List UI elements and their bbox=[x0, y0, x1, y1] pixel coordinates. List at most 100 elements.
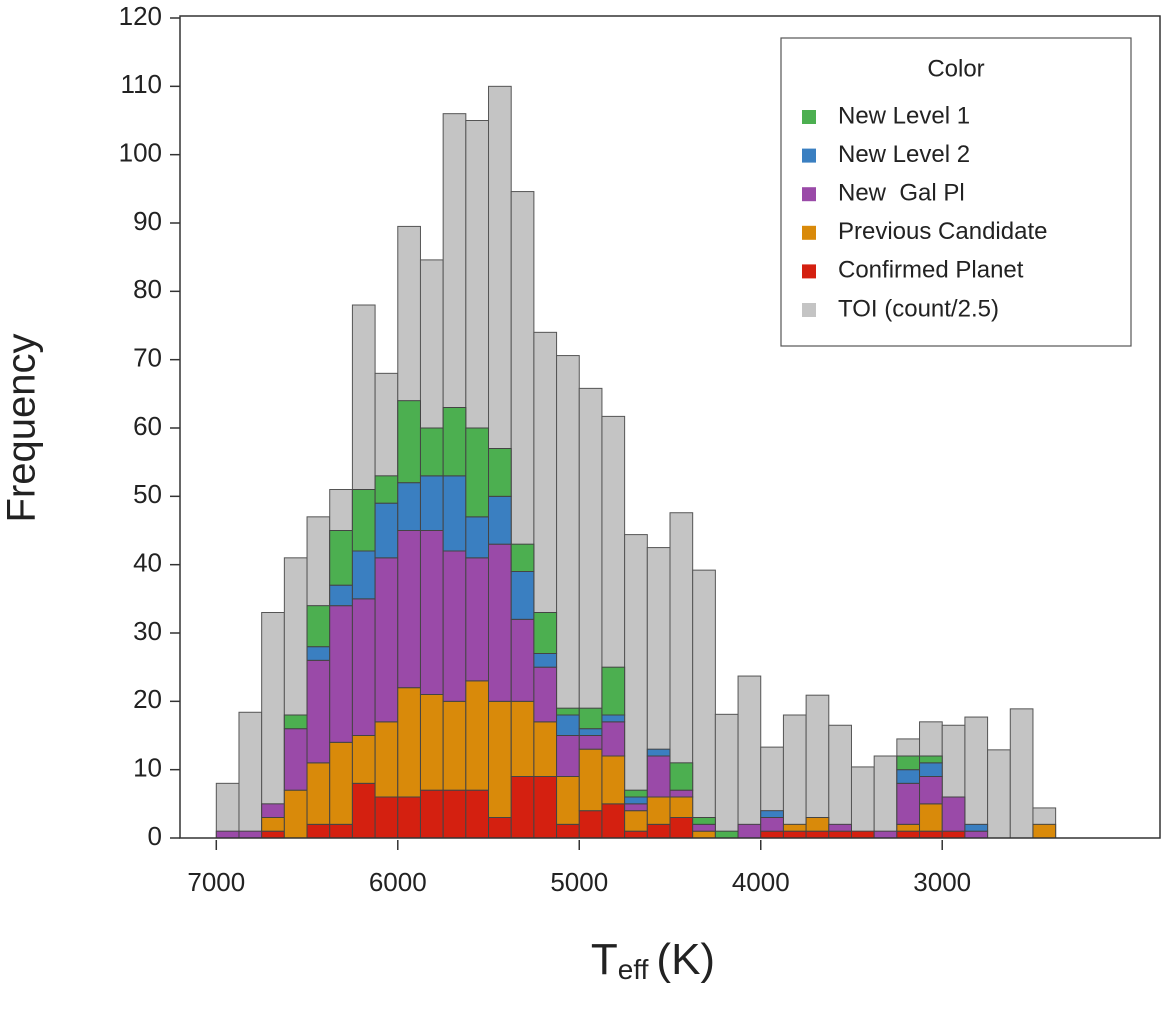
bar bbox=[419, 427, 444, 477]
bar bbox=[351, 598, 376, 736]
bar bbox=[964, 823, 989, 832]
bar bbox=[442, 407, 467, 477]
bar bbox=[374, 502, 399, 559]
bar bbox=[465, 516, 490, 559]
bar bbox=[329, 741, 353, 825]
bar bbox=[782, 823, 807, 832]
bar bbox=[896, 769, 921, 784]
bar bbox=[556, 735, 580, 777]
bar bbox=[1009, 708, 1034, 839]
bar bbox=[283, 789, 308, 839]
bar bbox=[397, 482, 421, 531]
bar bbox=[238, 711, 263, 839]
bar bbox=[306, 762, 331, 825]
legend-label: New Level 1 bbox=[838, 102, 970, 129]
bar bbox=[624, 803, 648, 812]
bar bbox=[714, 830, 739, 839]
bar bbox=[442, 550, 467, 702]
bar bbox=[419, 530, 444, 695]
bar bbox=[306, 823, 331, 839]
bar bbox=[510, 543, 535, 573]
bar bbox=[465, 680, 490, 791]
bar bbox=[465, 789, 490, 839]
bar bbox=[987, 749, 1011, 839]
bar bbox=[397, 796, 421, 839]
y-tick-label: 120 bbox=[119, 1, 162, 31]
bar bbox=[760, 830, 784, 839]
bar bbox=[397, 530, 421, 689]
bar bbox=[374, 475, 399, 504]
bar bbox=[873, 830, 898, 839]
bar bbox=[556, 707, 580, 716]
bar bbox=[488, 448, 512, 497]
y-tick-label: 20 bbox=[133, 684, 162, 714]
bar bbox=[419, 789, 444, 839]
bar bbox=[556, 714, 580, 736]
bar bbox=[601, 721, 626, 757]
bar bbox=[646, 796, 671, 825]
bar bbox=[533, 776, 558, 839]
x-label-unit: (K) bbox=[656, 935, 715, 984]
bar bbox=[919, 830, 943, 839]
bar bbox=[782, 714, 807, 839]
bar bbox=[374, 796, 399, 839]
bar bbox=[261, 817, 285, 832]
bar bbox=[488, 495, 512, 545]
y-tick-label: 10 bbox=[133, 753, 162, 783]
bar bbox=[782, 830, 807, 839]
bar bbox=[578, 748, 603, 812]
legend-label: Previous Candidate bbox=[838, 218, 1047, 245]
legend-swatch bbox=[802, 264, 816, 279]
bar bbox=[624, 796, 648, 805]
bar bbox=[238, 830, 263, 839]
bar bbox=[351, 782, 376, 839]
y-tick-label: 100 bbox=[119, 138, 162, 168]
bar bbox=[737, 823, 762, 839]
y-tick-label: 90 bbox=[133, 206, 162, 236]
bar bbox=[533, 653, 558, 668]
bar bbox=[624, 810, 648, 832]
bar bbox=[374, 557, 399, 723]
bar bbox=[805, 694, 830, 839]
bar bbox=[578, 707, 603, 730]
bar bbox=[669, 796, 694, 818]
legend-title: Color bbox=[927, 55, 984, 82]
bar bbox=[351, 735, 376, 784]
bar bbox=[510, 776, 535, 839]
bar bbox=[306, 659, 331, 764]
bar bbox=[465, 557, 490, 682]
legend-swatch bbox=[802, 187, 816, 202]
legend-label: New Level 2 bbox=[838, 141, 970, 168]
y-tick-label: 80 bbox=[133, 274, 162, 304]
bar bbox=[828, 830, 852, 839]
bar bbox=[873, 755, 898, 839]
bar bbox=[896, 823, 921, 832]
bar bbox=[374, 721, 399, 798]
bar bbox=[533, 612, 558, 654]
legend-label: TOI (count/2.5) bbox=[838, 295, 999, 322]
bar bbox=[964, 716, 989, 839]
bar bbox=[624, 789, 648, 798]
bar bbox=[760, 817, 784, 832]
bar bbox=[329, 605, 353, 743]
x-tick-label: 7000 bbox=[187, 867, 245, 897]
bar bbox=[351, 489, 376, 552]
bar bbox=[510, 700, 535, 777]
y-tick-label: 0 bbox=[148, 821, 162, 851]
y-tick-label: 50 bbox=[133, 479, 162, 509]
x-tick-label: 5000 bbox=[550, 867, 608, 897]
bar bbox=[397, 687, 421, 798]
bar bbox=[714, 713, 739, 839]
bar bbox=[737, 675, 762, 839]
y-axis-label: Frequency bbox=[0, 334, 44, 523]
bar bbox=[215, 782, 240, 839]
bar bbox=[556, 823, 580, 839]
bar bbox=[556, 776, 580, 825]
bar bbox=[442, 475, 467, 552]
legend-label: Confirmed Planet bbox=[838, 257, 1024, 284]
bar bbox=[215, 830, 240, 839]
bar bbox=[578, 810, 603, 839]
bar bbox=[329, 530, 353, 586]
bar bbox=[896, 830, 921, 839]
y-tick-label: 30 bbox=[133, 616, 162, 646]
